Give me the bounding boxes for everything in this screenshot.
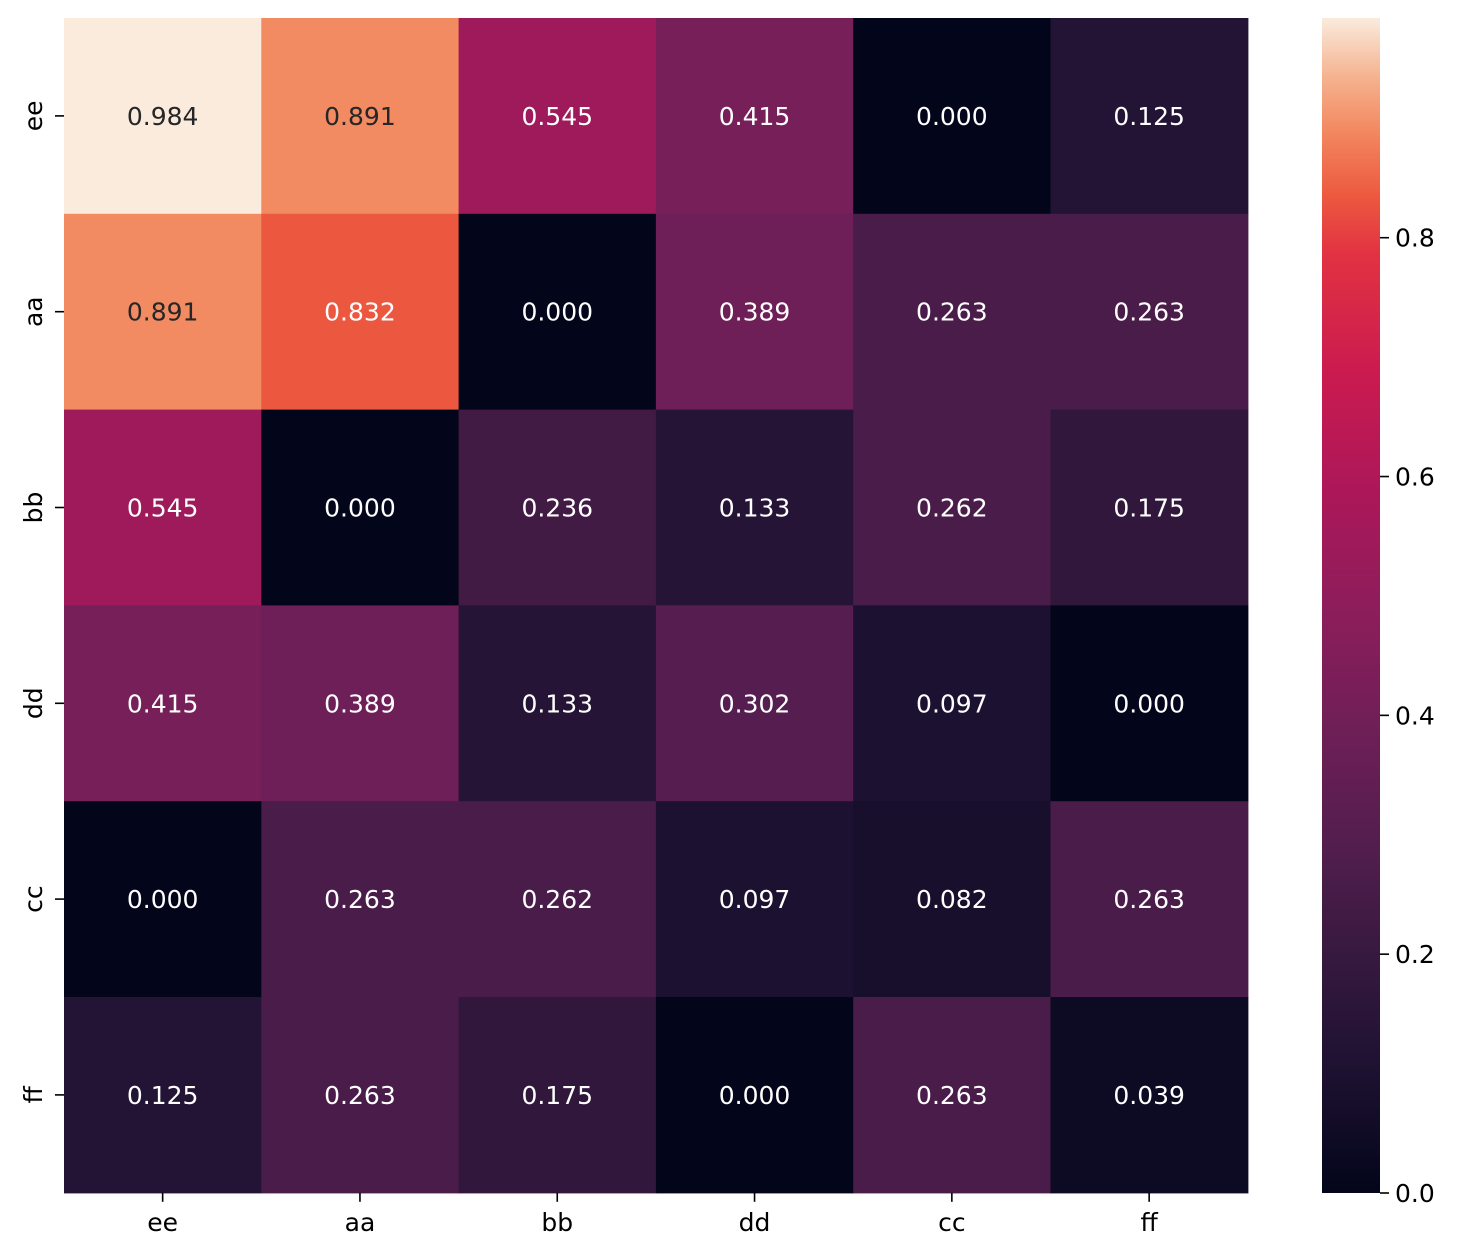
cell-value-label: 0.262 [916, 494, 988, 523]
colorbar: 0.0 0.2 0.4 0.6 0.8 [1322, 18, 1435, 1208]
heatmap-cell [64, 605, 262, 802]
heatmap-cell [458, 605, 657, 802]
heatmap-cell [261, 997, 460, 1194]
y-tick-label: ee [19, 101, 48, 132]
cell-value-label: 0.263 [324, 885, 396, 914]
heatmap-cell [261, 213, 460, 411]
y-tick-label: bb [19, 492, 48, 524]
heatmap-cell [655, 997, 854, 1194]
heatmap-cell [1050, 409, 1249, 606]
x-tick-label: dd [739, 1208, 771, 1237]
cell-value-label: 0.000 [324, 494, 396, 523]
x-tick-label: cc [938, 1208, 966, 1237]
cell-value-label: 0.125 [127, 1081, 199, 1110]
cell-value-label: 0.545 [127, 494, 199, 523]
heatmap-cell [64, 801, 262, 998]
heatmap-cell [458, 997, 657, 1194]
heatmap-cell [1050, 213, 1249, 411]
heatmap-cell [1050, 18, 1249, 215]
cell-value-label: 0.832 [324, 298, 396, 327]
heatmap-cell [655, 801, 854, 998]
cell-value-label: 0.175 [521, 1081, 593, 1110]
cell-value-label: 0.302 [719, 689, 791, 718]
x-tick-label: aa [345, 1208, 376, 1237]
heatmap-cell [853, 801, 1052, 998]
cell-value-label: 0.236 [521, 494, 593, 523]
cell-value-label: 0.262 [521, 885, 593, 914]
cell-value-label: 0.097 [916, 689, 988, 718]
heatmap-cell [853, 997, 1052, 1194]
heatmap-cell [261, 18, 460, 215]
x-tick-label: bb [541, 1208, 573, 1237]
cell-value-label: 0.039 [1113, 1081, 1185, 1110]
cell-value-label: 0.389 [324, 689, 396, 718]
colorbar-tick-label: 0.0 [1395, 1179, 1435, 1208]
cell-value-label: 0.000 [127, 885, 199, 914]
heatmap-cell [458, 213, 657, 411]
cell-value-label: 0.415 [719, 102, 791, 131]
heatmap-cell [64, 409, 262, 606]
heatmap-cell [1050, 997, 1249, 1194]
heatmap-cell [655, 409, 854, 606]
heatmap-cells [64, 18, 1249, 1194]
heatmap-cell [853, 605, 1052, 802]
heatmap-cell [853, 18, 1052, 215]
heatmap-cell [655, 18, 854, 215]
cell-value-label: 0.263 [1113, 885, 1185, 914]
cell-value-label: 0.133 [521, 689, 593, 718]
colorbar-tick-label: 0.6 [1395, 463, 1435, 492]
heatmap-cell [261, 801, 460, 998]
heatmap-cell [853, 409, 1052, 606]
x-axis: ee aa bb dd cc ff [147, 1192, 1159, 1237]
heatmap-cell [458, 801, 657, 998]
cell-value-label: 0.891 [324, 102, 396, 131]
cell-value-label: 0.175 [1113, 494, 1185, 523]
heatmap-cell [853, 213, 1052, 411]
cell-value-label: 0.263 [916, 298, 988, 327]
heatmap-cell [655, 605, 854, 802]
cell-annotations: 0.984 0.891 0.545 0.415 0.000 0.125 0.891 0.832… [127, 102, 1185, 1110]
cell-value-label: 0.133 [719, 494, 791, 523]
y-tick-label: cc [19, 885, 48, 913]
cell-value-label: 0.545 [521, 102, 593, 131]
cell-value-label: 0.082 [916, 885, 988, 914]
heatmap-cell [261, 409, 460, 606]
cell-value-label: 0.000 [1113, 689, 1185, 718]
heatmap-cell [655, 213, 854, 411]
cell-value-label: 0.263 [1113, 298, 1185, 327]
heatmap-cell [458, 18, 657, 215]
colorbar-gradient [1322, 18, 1380, 1193]
heatmap-cell [64, 213, 262, 411]
cell-value-label: 0.097 [719, 885, 791, 914]
colorbar-tick-label: 0.4 [1395, 701, 1435, 730]
y-tick-label: ff [19, 1086, 48, 1104]
y-tick-label: dd [19, 687, 48, 719]
cell-value-label: 0.415 [127, 689, 199, 718]
x-tick-label: ff [1141, 1208, 1159, 1237]
heatmap-cell [458, 409, 657, 606]
colorbar-tick-label: 0.8 [1395, 224, 1435, 253]
heatmap-cell [64, 997, 262, 1194]
cell-value-label: 0.389 [719, 298, 791, 327]
cell-value-label: 0.263 [324, 1081, 396, 1110]
cell-value-label: 0.000 [521, 298, 593, 327]
colorbar-tick-label: 0.2 [1395, 940, 1435, 969]
heatmap-cell [1050, 801, 1249, 998]
y-axis: ee aa bb dd cc ff [19, 101, 64, 1104]
heatmap-cell [261, 605, 460, 802]
x-tick-label: ee [147, 1208, 178, 1237]
cell-value-label: 0.891 [127, 298, 199, 327]
heatmap-cell [1050, 605, 1249, 802]
y-tick-label: aa [19, 296, 48, 327]
heatmap-cell [64, 18, 262, 215]
cell-value-label: 0.000 [719, 1081, 791, 1110]
cell-value-label: 0.125 [1113, 102, 1185, 131]
cell-value-label: 0.263 [916, 1081, 988, 1110]
cell-value-label: 0.000 [916, 102, 988, 131]
cell-value-label: 0.984 [127, 102, 199, 131]
